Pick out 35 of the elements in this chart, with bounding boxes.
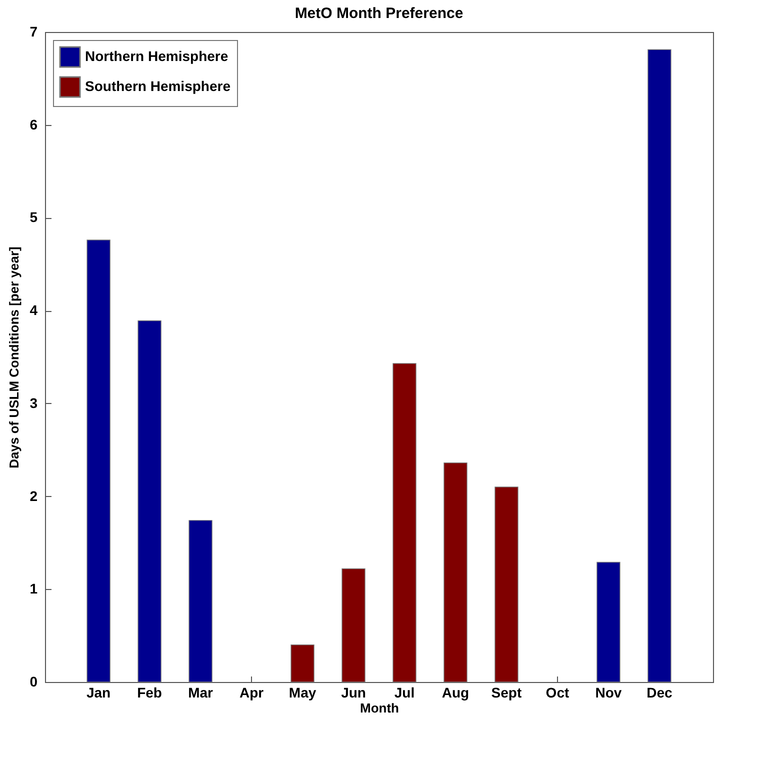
bar bbox=[444, 462, 468, 682]
y-tick-label: 5 bbox=[30, 209, 38, 226]
y-tick-label: 3 bbox=[30, 394, 38, 411]
bar bbox=[392, 363, 416, 682]
y-tick-label: 4 bbox=[30, 302, 38, 318]
legend-label: Southern Hemisphere bbox=[85, 78, 231, 94]
x-tick-label: Feb bbox=[137, 684, 162, 700]
bar bbox=[138, 320, 162, 682]
bar bbox=[648, 49, 672, 682]
x-tick-label: Oct bbox=[546, 684, 570, 700]
x-axis-title: Month bbox=[360, 700, 400, 716]
x-tick-label: Dec bbox=[646, 684, 673, 700]
y-tick-label: 1 bbox=[30, 580, 38, 597]
y-tick-label: 0 bbox=[30, 674, 38, 690]
legend-label: Northern Hemisphere bbox=[85, 48, 228, 64]
x-tick-label: Jan bbox=[86, 684, 111, 700]
y-tick-label: 7 bbox=[30, 24, 38, 40]
x-tick-label: Jul bbox=[394, 684, 415, 700]
y-tick-label: 6 bbox=[30, 116, 38, 132]
x-tick-label: Apr bbox=[239, 684, 264, 700]
y-tick-label: 2 bbox=[30, 488, 38, 504]
x-tick-label: May bbox=[288, 684, 316, 700]
y-axis-title: Days of USLM Conditions [per year] bbox=[6, 246, 22, 468]
x-tick-label: Aug bbox=[442, 684, 470, 700]
x-tick-label: Sept bbox=[491, 684, 522, 700]
x-tick-label: Jun bbox=[341, 684, 366, 700]
bar bbox=[86, 240, 110, 682]
bar bbox=[342, 568, 366, 682]
x-tick-label: Mar bbox=[188, 684, 214, 700]
bar bbox=[290, 644, 314, 682]
chart-title: MetO Month Preference bbox=[294, 5, 464, 22]
bar bbox=[188, 520, 212, 682]
x-tick-label: Nov bbox=[595, 684, 622, 700]
bar bbox=[596, 562, 620, 682]
bar bbox=[494, 486, 518, 682]
